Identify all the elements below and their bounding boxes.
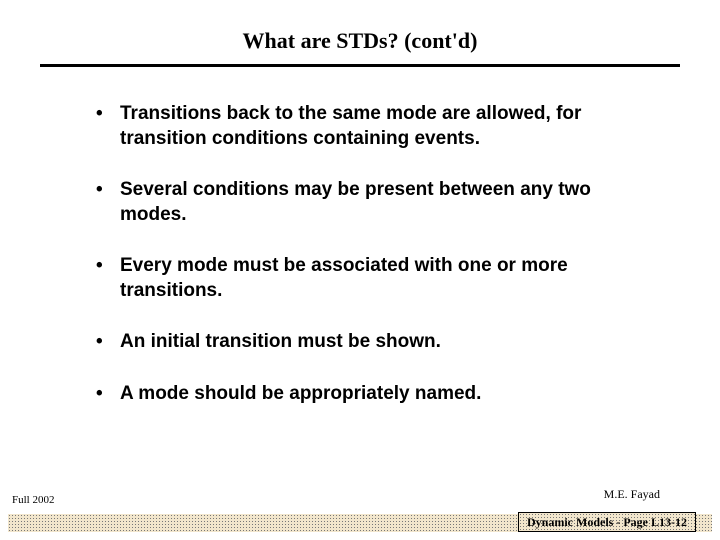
bullet-item: An initial transition must be shown. <box>90 329 660 354</box>
footer-author: M.E. Fayad <box>604 487 660 502</box>
slide-title: What are STDs? (cont'd) <box>0 0 720 64</box>
bullet-list: Transitions back to the same mode are al… <box>90 101 660 406</box>
footer-bar: Dynamic Models - Page L13-12 <box>0 514 720 532</box>
bullet-item: Several conditions may be present betwee… <box>90 177 660 227</box>
bullet-item: Every mode must be associated with one o… <box>90 253 660 303</box>
footer-page-chip: Dynamic Models - Page L13-12 <box>518 512 696 532</box>
slide: What are STDs? (cont'd) Transitions back… <box>0 0 720 540</box>
bullet-item: A mode should be appropriately named. <box>90 381 660 406</box>
footer-left-text: Full 2002 <box>12 494 54 506</box>
bullet-item: Transitions back to the same mode are al… <box>90 101 660 151</box>
content-area: Transitions back to the same mode are al… <box>0 67 720 406</box>
